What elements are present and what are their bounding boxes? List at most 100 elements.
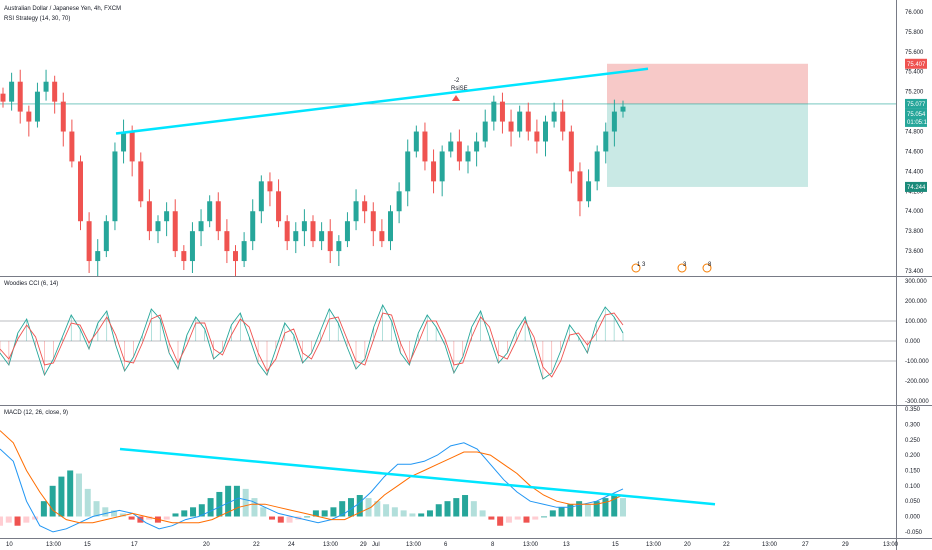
candle-body (577, 171, 583, 202)
macd-histogram-bar (567, 504, 574, 517)
macd-histogram-bar (470, 501, 477, 517)
macd-histogram-bar (260, 507, 267, 517)
time-axis-tick: 13:00 (646, 542, 662, 548)
price-axis-tick: 74.800 (905, 130, 924, 136)
macd-histogram-bar (391, 507, 398, 517)
candle-body (568, 131, 574, 172)
macd-axis-tick: 0.100 (905, 484, 921, 490)
macd-line-0 (0, 442, 624, 533)
macd-histogram-bar (576, 501, 583, 517)
candle-body (164, 211, 170, 222)
current-price-label-text: 75.077 (907, 102, 926, 108)
event-marker-label-2: 3 (683, 262, 687, 268)
time-axis-tick: 6 (444, 542, 448, 548)
macd-histogram-bar (14, 516, 21, 526)
macd-histogram-bar (418, 513, 425, 517)
cci-axis-tick: -200.000 (905, 379, 929, 385)
macd-histogram-bar (75, 473, 82, 517)
macd-axis-tick: -0.050 (905, 530, 923, 536)
candle-body (0, 93, 6, 102)
price-axis-tick: 74.200 (905, 189, 924, 195)
price-axis-tick: 75.400 (905, 70, 924, 76)
candle-body (499, 101, 505, 122)
price-trendline[interactable] (115, 67, 649, 135)
candle-body (362, 201, 368, 212)
green-level-label (905, 181, 927, 192)
cci-axis-tick: -300.000 (905, 399, 929, 405)
candle-body (456, 141, 462, 162)
macd-axis-tick: 0.000 (905, 515, 921, 521)
candle-body (155, 221, 161, 232)
macd-axis-tick: 0.050 (905, 499, 921, 505)
macd-histogram-bar (620, 498, 626, 517)
candle-body (603, 131, 609, 152)
macd-histogram-bar (119, 513, 126, 517)
candle-body (543, 121, 548, 142)
candle-body (431, 161, 437, 182)
candle-body (103, 221, 109, 252)
price-axis-tick: 75.800 (905, 30, 924, 36)
price-axis-tick: 75.200 (905, 90, 924, 96)
macd-axis-tick: 0.250 (905, 438, 921, 444)
cci-axis-tick: -100.000 (905, 359, 929, 365)
candle-body (474, 141, 480, 152)
macd-histogram-bar (102, 507, 109, 517)
candle-body (586, 181, 592, 202)
time-axis-tick: 13:00 (46, 542, 62, 548)
candle-body (69, 131, 75, 162)
macd-histogram-bar (330, 507, 337, 517)
close-price-label-text: 01:05:14 (907, 120, 931, 126)
macd-histogram-bar (426, 510, 433, 517)
candle-body (267, 181, 273, 192)
candle-body (258, 181, 264, 212)
macd-histogram-bar (383, 504, 390, 517)
macd-histogram-bar (49, 485, 56, 517)
time-axis-tick: 10 (6, 542, 13, 548)
candle-body (620, 106, 626, 112)
candle-body (353, 201, 359, 222)
candle-body (594, 151, 600, 182)
candle-body (517, 111, 523, 132)
candle-body (465, 151, 471, 162)
candle-body (189, 231, 195, 262)
cci-axis-tick: 100.000 (905, 319, 927, 325)
macd-histogram-bar (549, 510, 556, 517)
macd-histogram-bar (5, 516, 12, 523)
macd-histogram-bar (0, 516, 3, 526)
macd-histogram-bar (111, 510, 118, 517)
macd-histogram-bar (462, 495, 469, 517)
red-level-label (905, 58, 927, 69)
candle-body (181, 251, 187, 262)
macd-histogram-bar (23, 516, 30, 523)
cci-axis-tick: 200.000 (905, 299, 927, 305)
candle-body (138, 161, 144, 202)
close-price-label-text: 75.054 (907, 112, 926, 118)
macd-histogram-bar (365, 498, 372, 517)
green-level-label-text: 74.244 (907, 185, 926, 191)
candle-body (344, 221, 350, 242)
macd-histogram-bar (453, 498, 460, 517)
macd-histogram-bar (163, 516, 170, 520)
event-marker-2[interactable] (677, 263, 687, 273)
macd-histogram-bar (593, 501, 600, 517)
candle-body (121, 131, 127, 152)
candle-body (293, 231, 299, 242)
macd-histogram-bar (286, 516, 293, 523)
macd-histogram-bar (277, 516, 284, 523)
macd-histogram-bar (172, 513, 179, 517)
time-axis-tick: 24 (288, 542, 295, 548)
candle-body (388, 211, 393, 242)
candle-body (95, 251, 101, 262)
macd-trendline[interactable] (119, 447, 716, 506)
event-marker-3[interactable] (702, 263, 712, 273)
time-axis-tick: 29 (360, 542, 367, 548)
time-axis-tick: 13:00 (883, 542, 899, 548)
event-marker-label-1: 1 3 (637, 262, 646, 268)
price-axis-tick: 73.600 (905, 249, 924, 255)
event-marker-1[interactable] (631, 263, 641, 273)
macd-histogram-bar (347, 498, 354, 517)
time-axis-tick: 13:00 (323, 542, 339, 548)
macd-axis-tick: 0.350 (905, 407, 921, 413)
candle-body (560, 111, 566, 132)
